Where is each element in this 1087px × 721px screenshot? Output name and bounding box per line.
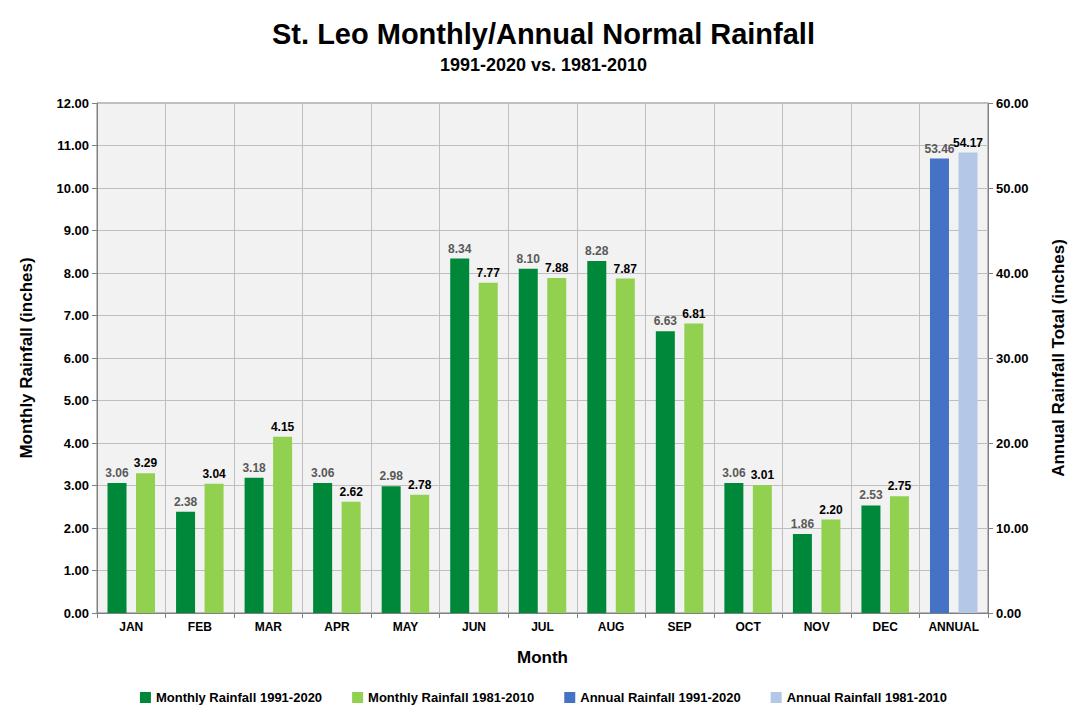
svg-text:1.86: 1.86	[791, 517, 815, 531]
svg-text:3.29: 3.29	[134, 456, 158, 470]
svg-text:JUL: JUL	[531, 620, 554, 634]
svg-text:4.15: 4.15	[271, 420, 295, 434]
svg-text:SEP: SEP	[668, 620, 692, 634]
svg-text:30.00: 30.00	[996, 351, 1029, 366]
svg-text:6.63: 6.63	[654, 314, 678, 328]
svg-text:50.00: 50.00	[996, 181, 1029, 196]
svg-text:3.01: 3.01	[751, 468, 775, 482]
svg-text:ANNUAL: ANNUAL	[928, 620, 979, 634]
svg-text:0.00: 0.00	[996, 606, 1021, 621]
svg-text:2.78: 2.78	[408, 478, 432, 492]
svg-text:7.88: 7.88	[545, 261, 569, 275]
svg-text:Monthly Rainfall 1991-2020: Monthly Rainfall 1991-2020	[156, 690, 322, 705]
svg-text:3.00: 3.00	[64, 478, 89, 493]
svg-text:60.00: 60.00	[996, 96, 1029, 111]
svg-text:2.75: 2.75	[888, 479, 912, 493]
svg-text:FEB: FEB	[188, 620, 212, 634]
svg-text:7.77: 7.77	[477, 266, 501, 280]
svg-text:3.18: 3.18	[242, 461, 266, 475]
svg-text:JAN: JAN	[119, 620, 143, 634]
svg-text:Month: Month	[517, 648, 568, 667]
svg-text:8.00: 8.00	[64, 266, 89, 281]
svg-text:6.00: 6.00	[64, 351, 89, 366]
svg-text:11.00: 11.00	[57, 138, 89, 153]
svg-text:2.00: 2.00	[64, 521, 89, 536]
svg-text:8.34: 8.34	[448, 242, 472, 256]
svg-text:6.81: 6.81	[682, 307, 706, 321]
svg-text:7.87: 7.87	[614, 262, 638, 276]
svg-text:Monthly Rainfall (inches): Monthly Rainfall (inches)	[17, 257, 36, 458]
svg-text:DEC: DEC	[873, 620, 899, 634]
svg-text:MAR: MAR	[255, 620, 283, 634]
svg-text:40.00: 40.00	[996, 266, 1029, 281]
svg-text:12.00: 12.00	[56, 96, 89, 111]
svg-text:OCT: OCT	[735, 620, 761, 634]
svg-text:4.00: 4.00	[64, 436, 89, 451]
svg-text:NOV: NOV	[804, 620, 830, 634]
svg-text:Annual Rainfall Total (inches): Annual Rainfall Total (inches)	[1049, 239, 1068, 477]
svg-text:10.00: 10.00	[996, 521, 1029, 536]
svg-text:3.04: 3.04	[202, 467, 226, 481]
svg-text:3.06: 3.06	[722, 466, 746, 480]
svg-text:Annual Rainfall 1991-2020: Annual Rainfall 1991-2020	[580, 690, 740, 705]
svg-text:3.06: 3.06	[105, 466, 129, 480]
svg-text:2.20: 2.20	[819, 503, 843, 517]
svg-text:3.06: 3.06	[311, 466, 335, 480]
svg-text:54.17: 54.17	[953, 136, 983, 150]
svg-text:8.10: 8.10	[517, 252, 541, 266]
svg-text:2.38: 2.38	[174, 495, 198, 509]
svg-text:53.46: 53.46	[924, 142, 954, 156]
svg-text:AUG: AUG	[598, 620, 625, 634]
svg-text:1.00: 1.00	[64, 563, 89, 578]
svg-text:7.00: 7.00	[64, 308, 89, 323]
svg-text:20.00: 20.00	[996, 436, 1029, 451]
svg-text:2.98: 2.98	[379, 469, 403, 483]
svg-text:8.28: 8.28	[585, 244, 609, 258]
svg-text:APR: APR	[324, 620, 350, 634]
svg-text:10.00: 10.00	[56, 181, 89, 196]
svg-text:Annual Rainfall 1981-2010: Annual Rainfall 1981-2010	[787, 690, 947, 705]
svg-text:JUN: JUN	[462, 620, 486, 634]
svg-text:0.00: 0.00	[64, 606, 89, 621]
svg-text:Monthly Rainfall 1981-2010: Monthly Rainfall 1981-2010	[368, 690, 534, 705]
svg-text:1991-2020 vs. 1981-2010: 1991-2020 vs. 1981-2010	[440, 55, 647, 75]
svg-text:5.00: 5.00	[64, 393, 89, 408]
svg-text:2.53: 2.53	[859, 488, 883, 502]
svg-text:St. Leo Monthly/Annual Normal: St. Leo Monthly/Annual Normal Rainfall	[272, 18, 815, 50]
svg-text:9.00: 9.00	[64, 223, 89, 238]
svg-text:MAY: MAY	[393, 620, 419, 634]
svg-text:2.62: 2.62	[339, 485, 363, 499]
